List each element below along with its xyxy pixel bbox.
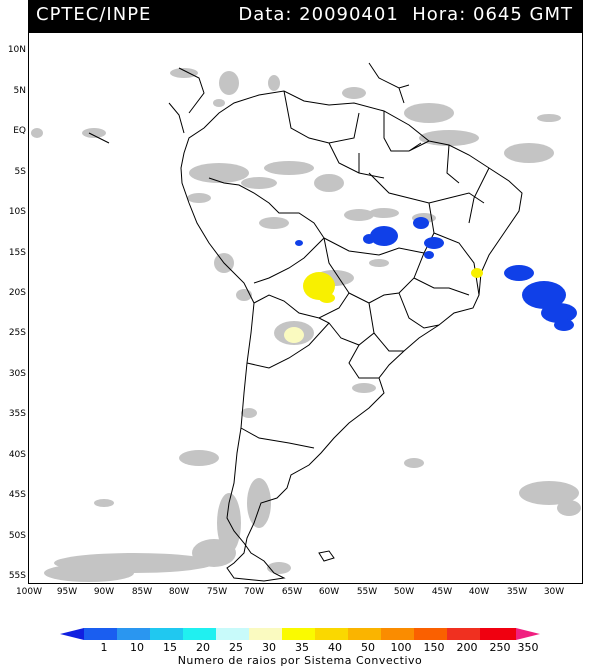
colorbar-bin <box>84 628 117 640</box>
colorbar-bin <box>249 628 282 640</box>
cloud-cover <box>31 68 581 582</box>
colorbar-label: 150 <box>423 641 445 654</box>
lat-label-30s: 30S <box>8 369 26 379</box>
colorbar-label: 20 <box>196 641 210 654</box>
colorbar-label: 1 <box>100 641 108 654</box>
colorbar-bin <box>447 628 480 640</box>
lat-label-45s: 45S <box>8 490 26 500</box>
lat-label-20s: 20S <box>8 288 26 298</box>
lon-label-35w: 35W <box>506 587 528 597</box>
lon-label-70w: 70W <box>243 587 265 597</box>
lat-label-eq: EQ <box>13 126 26 136</box>
lat-label-55s: 55S <box>8 571 26 581</box>
colorbar-label: 200 <box>456 641 478 654</box>
colorbar-bin <box>150 628 183 640</box>
colorbar-bin <box>216 628 249 640</box>
lat-label-5s: 5S <box>14 167 26 177</box>
header-bar: CPTEC/INPE Data: 20090401 Hora: 0645 GMT <box>28 0 583 32</box>
colorbar-label: 25 <box>229 641 243 654</box>
colorbar-bin <box>183 628 216 640</box>
colorbar-label: 15 <box>163 641 177 654</box>
lon-label-95w: 95W <box>56 587 78 597</box>
lat-label-10s: 10S <box>8 207 26 217</box>
colorbar-bin <box>348 628 381 640</box>
lat-label-50s: 50S <box>8 531 26 541</box>
colorbar-label: 250 <box>489 641 511 654</box>
map-canvas <box>31 62 581 582</box>
colorbar-label: 10 <box>130 641 144 654</box>
colorbar-right-arrow <box>516 628 540 640</box>
lat-label-5n: 5N <box>13 86 26 96</box>
lat-label-35s: 35S <box>8 409 26 419</box>
colorbar-bin <box>315 628 348 640</box>
colorbar-label: 100 <box>390 641 412 654</box>
lon-label-80w: 80W <box>168 587 190 597</box>
lon-label-85w: 85W <box>131 587 153 597</box>
lon-label-45w: 45W <box>431 587 453 597</box>
lat-label-10n: 10N <box>7 45 26 55</box>
lat-label-25s: 25S <box>8 328 26 338</box>
lon-label-50w: 50W <box>393 587 415 597</box>
colorbar-label: 350 <box>517 641 539 654</box>
cluster-yellow <box>303 268 483 303</box>
map-panel <box>28 32 583 584</box>
coastlines <box>88 62 523 582</box>
lon-label-90w: 90W <box>93 587 115 597</box>
colorbar-bin <box>414 628 447 640</box>
lon-label-65w: 65W <box>281 587 303 597</box>
date-time-label: Data: 20090401 Hora: 0645 GMT <box>238 4 573 25</box>
source-label: CPTEC/INPE <box>36 4 152 25</box>
colorbar-left-arrow <box>60 628 84 640</box>
lon-label-75w: 75W <box>206 587 228 597</box>
lon-label-40w: 40W <box>468 587 490 597</box>
colorbar <box>60 628 540 640</box>
lon-label-30w: 30W <box>543 587 565 597</box>
cluster-blue <box>295 217 577 331</box>
cluster-paleyellow <box>284 327 304 343</box>
colorbar-bin <box>117 628 150 640</box>
lat-label-40s: 40S <box>8 450 26 460</box>
colorbar-title: Numero de raios por Sistema Convectivo <box>177 654 423 667</box>
lon-label-100w: 100W <box>15 587 43 597</box>
lon-label-60w: 60W <box>318 587 340 597</box>
lon-label-55w: 55W <box>356 587 378 597</box>
convective-systems <box>284 217 577 343</box>
colorbar-label: 50 <box>361 641 375 654</box>
colorbar-bin <box>480 628 516 640</box>
colorbar-bin <box>282 628 315 640</box>
colorbar-label: 40 <box>328 641 342 654</box>
colorbar-label: 30 <box>262 641 276 654</box>
lat-label-15s: 15S <box>8 248 26 258</box>
colorbar-label: 35 <box>295 641 309 654</box>
colorbar-bin <box>381 628 414 640</box>
